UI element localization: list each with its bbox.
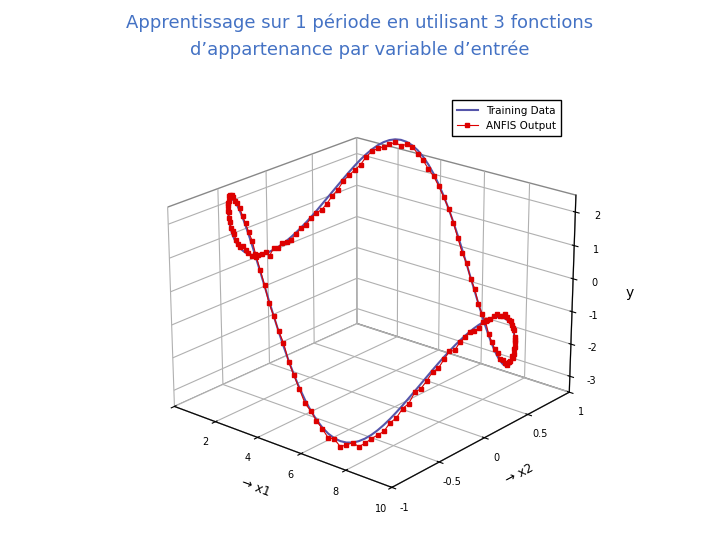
Text: d’appartenance par variable d’entrée: d’appartenance par variable d’entrée (190, 40, 530, 59)
Text: Apprentissage sur 1 période en utilisant 3 fonctions: Apprentissage sur 1 période en utilisant… (127, 14, 593, 32)
Legend: Training Data, ANFIS Output: Training Data, ANFIS Output (451, 100, 562, 136)
X-axis label:   → x1: → x1 (233, 474, 272, 500)
Y-axis label:   → x2: → x2 (496, 462, 536, 491)
